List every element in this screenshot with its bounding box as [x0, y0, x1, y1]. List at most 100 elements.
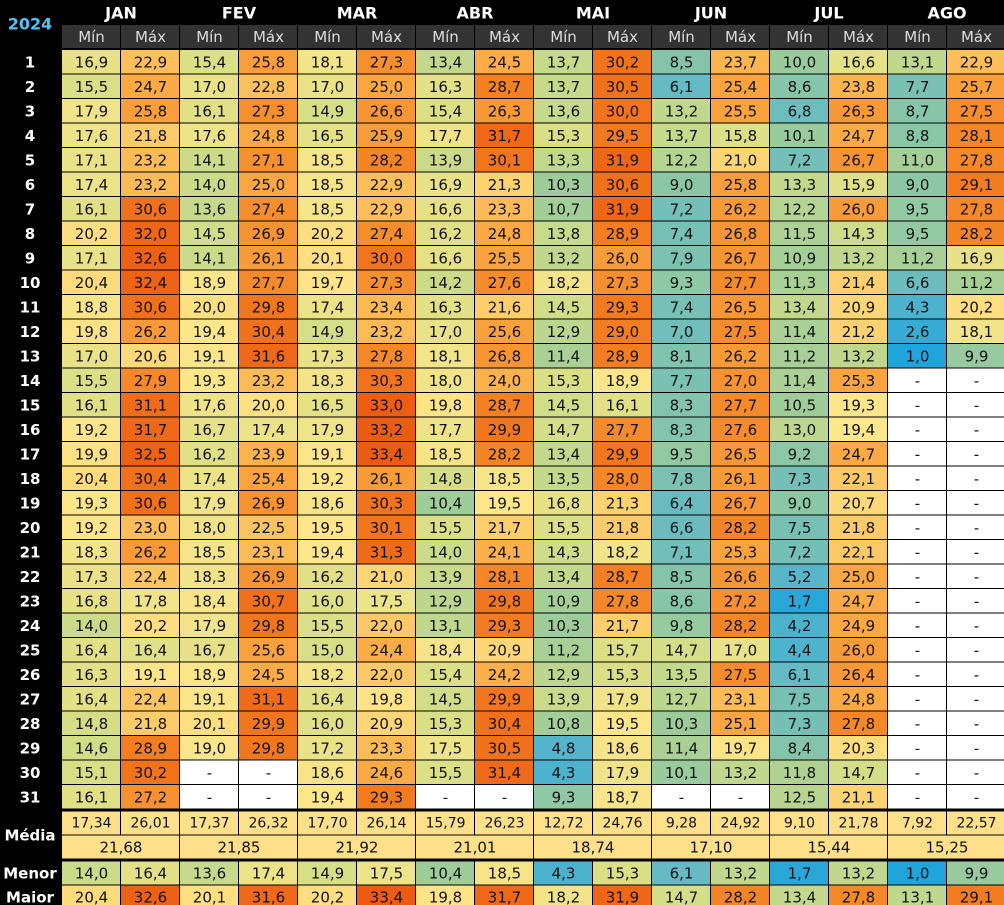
- heatmap-cell: [357, 319, 415, 343]
- cell-value: 17,0: [724, 641, 757, 659]
- cell-value: 15,3: [606, 666, 639, 684]
- heatmap-cell: [947, 246, 1004, 270]
- cell-value: 28,1: [960, 127, 993, 145]
- heatmap-cell: [239, 466, 297, 490]
- day-label: 23: [20, 592, 41, 610]
- heatmap-cell: [239, 50, 297, 74]
- cell-value: 30,7: [252, 592, 285, 610]
- heatmap-cell: [829, 172, 887, 196]
- cell-value: 25,0: [252, 176, 285, 194]
- cell-value: 21,8: [842, 519, 875, 537]
- cell-value: 27,5: [724, 666, 757, 684]
- cell-value: 13,9: [547, 690, 580, 708]
- heatmap-cell: [180, 491, 238, 515]
- subheader-cell: [534, 25, 592, 48]
- cell-value: 8,7: [906, 102, 930, 120]
- subheader-max: Máx: [725, 28, 756, 46]
- cell-value: 11,4: [547, 347, 580, 365]
- cell-value: 17,9: [193, 617, 226, 635]
- cell-value: 14,5: [547, 396, 580, 414]
- cell-value: -: [974, 543, 979, 561]
- cell-value: 33,2: [370, 421, 403, 439]
- heatmap-cell: [180, 638, 238, 662]
- heatmap-cell: [770, 613, 828, 637]
- cell-value: 19,1: [134, 666, 167, 684]
- heatmap-cell: [357, 74, 415, 98]
- cell-value: 32,0: [134, 225, 167, 243]
- heatmap-cell: [180, 270, 238, 294]
- heatmap-cell: [593, 515, 651, 539]
- cell-value: -: [915, 739, 920, 757]
- heatmap-cell: [829, 221, 887, 245]
- cell-value: 27,2: [134, 788, 167, 806]
- heatmap-cell: [239, 393, 297, 417]
- heatmap-cell: [829, 368, 887, 392]
- heatmap-cell: [62, 99, 120, 123]
- heatmap-cell: [180, 368, 238, 392]
- cell-value: 24,7: [842, 445, 875, 463]
- heatmap-cell: [593, 393, 651, 417]
- cell-value: 21,8: [134, 715, 167, 733]
- cell-value: 8,1: [670, 347, 694, 365]
- cell-value: 32,4: [134, 274, 167, 292]
- heatmap-cell: [62, 50, 120, 74]
- maior-value: 31,6: [252, 889, 285, 905]
- cell-value: 17,0: [75, 347, 108, 365]
- cell-value: 8,8: [906, 127, 930, 145]
- heatmap-cell: [298, 711, 356, 735]
- heatmap-cell: [298, 491, 356, 515]
- cell-value: 7,2: [788, 151, 812, 169]
- cell-value: 17,6: [193, 127, 226, 145]
- heatmap-cell: [770, 687, 828, 711]
- cell-value: 27,4: [252, 200, 285, 218]
- cell-value: -: [915, 445, 920, 463]
- heatmap-cell: [475, 221, 533, 245]
- heatmap-cell: [888, 197, 946, 221]
- heatmap-cell: [652, 123, 710, 147]
- cell-value: 8,5: [670, 568, 694, 586]
- subheader-cell: [62, 25, 120, 48]
- heatmap-cell: [239, 148, 297, 172]
- heatmap-cell: [357, 197, 415, 221]
- cell-value: 29,1: [960, 176, 993, 194]
- heatmap-cell: [357, 148, 415, 172]
- cell-value: 18,6: [311, 764, 344, 782]
- cell-value: 27,8: [960, 151, 993, 169]
- cell-value: 13,5: [665, 666, 698, 684]
- cell-value: -: [974, 519, 979, 537]
- heatmap-cell: [593, 221, 651, 245]
- cell-value: 21,7: [606, 617, 639, 635]
- heatmap-cell: [121, 687, 179, 711]
- heatmap-cell: [652, 319, 710, 343]
- day-label: 18: [20, 470, 41, 488]
- maior-cell: [652, 885, 710, 905]
- media-minmax-value: 26,23: [484, 816, 524, 832]
- heatmap-cell: [121, 99, 179, 123]
- heatmap-cell: [298, 74, 356, 98]
- cell-value: 6,6: [670, 519, 694, 537]
- cell-value: 15,4: [429, 666, 462, 684]
- subheader-cell: [711, 25, 769, 48]
- cell-value: 30,2: [134, 764, 167, 782]
- heatmap-cell: [711, 172, 769, 196]
- heatmap-cell: [829, 99, 887, 123]
- heatmap-cell: [298, 246, 356, 270]
- heatmap-cell: [888, 564, 946, 588]
- heatmap-cell: [62, 785, 120, 809]
- heatmap-cell: [593, 270, 651, 294]
- media-minmax-cell: [770, 811, 828, 835]
- cell-value: 16,0: [311, 715, 344, 733]
- cell-value: 13,3: [547, 151, 580, 169]
- heatmap-cell: [593, 123, 651, 147]
- cell-value: 7,3: [788, 470, 812, 488]
- cell-value: 20,3: [842, 739, 875, 757]
- cell-value: 31,1: [252, 690, 285, 708]
- heatmap-cell: [180, 760, 238, 784]
- heatmap-cell: [652, 368, 710, 392]
- heatmap-cell: [593, 442, 651, 466]
- heatmap-cell: [475, 417, 533, 441]
- heatmap-cell: [62, 197, 120, 221]
- heatmap-cell: [652, 295, 710, 319]
- heatmap-cell: [652, 442, 710, 466]
- heatmap-cell: [62, 344, 120, 368]
